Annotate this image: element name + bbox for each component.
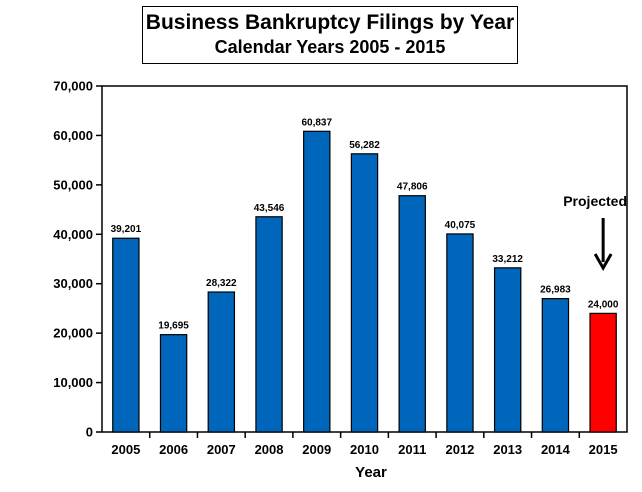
x-tick-label: 2013: [493, 442, 522, 457]
x-tick-label: 2015: [589, 442, 618, 457]
bar: [303, 130, 331, 433]
y-tick-label: 70,000: [53, 79, 93, 94]
bar: [207, 291, 236, 433]
down-arrow-icon: [593, 253, 613, 272]
y-tick-label: 0: [86, 425, 93, 440]
data-label: 47,806: [397, 182, 428, 193]
data-label: 19,695: [158, 321, 189, 332]
data-label: 26,983: [540, 285, 571, 296]
x-tick-labels: 2005 2006 2007 2008 2009 2010 2011 2012 2013 2014…: [111, 442, 617, 457]
y-tick-label: 20,000: [53, 326, 93, 341]
x-tick-label: 2009: [302, 442, 331, 457]
bar: [541, 298, 570, 433]
bars: [112, 130, 617, 433]
chart-subtitle: Calendar Years 2005 - 2015: [214, 37, 446, 57]
x-tick-label: 2006: [159, 442, 188, 457]
chart-title-box: Business Bankruptcy Filings by Year Cale…: [142, 6, 518, 64]
data-labels: 39,201 19,695 28,322 43,546 60,837 56,282 47,8…: [111, 117, 619, 331]
bar: [159, 334, 188, 433]
y-tick-label: 60,000: [53, 128, 93, 143]
bar: [589, 312, 617, 433]
data-label: 43,546: [254, 203, 285, 214]
bar: [112, 237, 140, 433]
data-label: 33,212: [492, 254, 523, 265]
projected-annotation: Projected: [563, 193, 627, 272]
x-tick-label: 2014: [541, 442, 571, 457]
bar: [350, 153, 379, 433]
x-tick-label: 2005: [111, 442, 140, 457]
data-label: 39,201: [111, 224, 142, 235]
data-label: 60,837: [301, 117, 332, 128]
chart-title: Business Bankruptcy Filings by Year: [145, 11, 515, 34]
data-label: 24,000: [588, 299, 619, 310]
bar: [493, 267, 522, 433]
x-tick-label: 2008: [255, 442, 284, 457]
data-label: 40,075: [445, 220, 476, 231]
x-tick-label: 2011: [398, 442, 426, 457]
x-tick-label: 2010: [350, 442, 379, 457]
bar: [255, 216, 283, 433]
bar: [446, 233, 474, 433]
y-tick-label: 50,000: [53, 177, 93, 192]
data-label: 56,282: [349, 140, 380, 151]
annotation-label: Projected: [563, 193, 627, 209]
y-tick-label: 40,000: [53, 227, 93, 242]
y-tick-label: 30,000: [53, 276, 93, 291]
x-tick-label: 2012: [445, 442, 474, 457]
bar: [398, 195, 426, 433]
x-tick-label: 2007: [207, 442, 236, 457]
y-tick-labels: 0 10,000 20,000 30,000 40,000 50,000 60,000 70,…: [53, 79, 93, 440]
data-label: 28,322: [206, 278, 237, 289]
x-axis-title: Year: [355, 464, 387, 481]
y-tick-label: 10,000: [53, 375, 93, 390]
